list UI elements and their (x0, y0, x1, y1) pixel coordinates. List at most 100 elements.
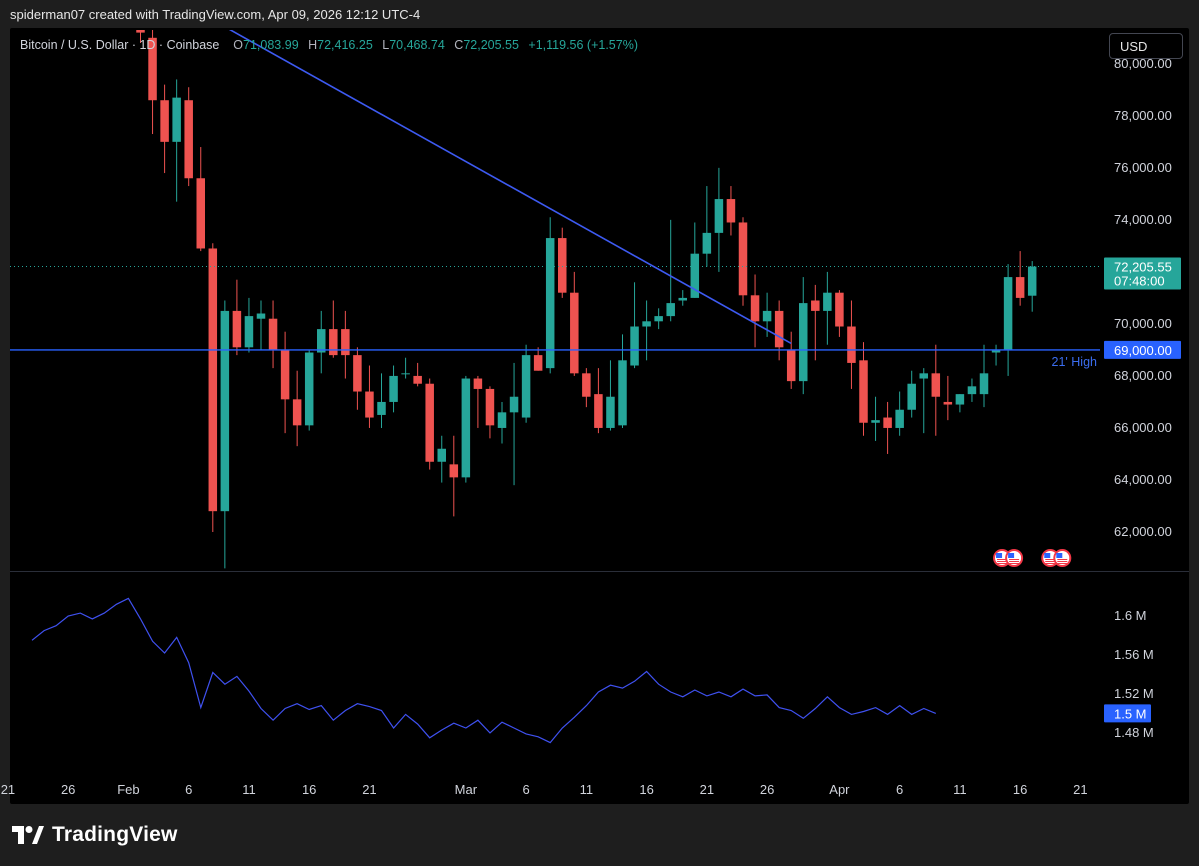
last-price-box (1104, 257, 1181, 290)
open-value: 71,083.99 (243, 38, 299, 52)
candle-up (618, 360, 627, 426)
time-tick-label: 26 (61, 782, 75, 797)
low-label: L (382, 38, 390, 52)
low-value: 70,468.74 (389, 38, 445, 52)
trendline (228, 30, 792, 345)
price-tick-label: 70,000.00 (1114, 316, 1172, 331)
candle-up (172, 97, 181, 142)
level-label: 69,000.00 (1114, 343, 1172, 358)
candle-up (244, 316, 254, 348)
candle-up (1027, 266, 1037, 296)
candle-up (799, 303, 808, 382)
time-tick-label: Mar (455, 782, 478, 797)
time-tick-label: 6 (522, 782, 529, 797)
last-price-label: 72,205.55 (1114, 260, 1172, 275)
price-axis: 80,000.0078,000.0076,000.0074,000.0072,0… (1114, 56, 1172, 539)
time-tick-label: 16 (1013, 782, 1027, 797)
candle-up (256, 313, 266, 319)
volume-tick-label: 1.56 M (1114, 647, 1154, 662)
volume-value-box (1104, 704, 1151, 723)
candle-down (208, 248, 218, 512)
candle-down (570, 292, 579, 374)
attribution-text: spiderman07 created with TradingView.com… (10, 7, 421, 22)
high-value: 72,416.25 (317, 38, 373, 52)
candle-down (943, 401, 953, 405)
candle-series (136, 30, 1037, 569)
candle-down (280, 349, 290, 400)
candle-down (485, 388, 495, 426)
time-tick-label: Feb (117, 782, 139, 797)
volume-value-label: 1.5 M (1114, 706, 1147, 721)
time-axis: 21 26 Feb 6 11 16 21 Mar 6 11 16 21 26 Apr 6 11 16 21 (1, 782, 1088, 797)
time-tick-label: 21 (1, 782, 15, 797)
candle-up (630, 326, 639, 366)
candle-down (232, 310, 242, 348)
candle-up (545, 238, 555, 369)
currency-button[interactable]: USD (1109, 33, 1183, 59)
time-tick-label: 16 (302, 782, 316, 797)
candle-down (292, 399, 302, 426)
candle-up (907, 383, 916, 410)
time-tick-label: 6 (185, 782, 192, 797)
time-tick-label: 11 (580, 782, 594, 797)
candle-up (871, 420, 880, 423)
us-flag-icon (1053, 549, 1072, 567)
high-label: H (308, 38, 318, 52)
candle-up (521, 355, 531, 418)
price-tick-label: 68,000.00 (1114, 368, 1172, 383)
volume-tick-label: 1.48 M (1114, 725, 1154, 740)
price-tick-label: 66,000.00 (1114, 420, 1172, 435)
candle-up (642, 321, 651, 327)
candle-up (690, 253, 700, 298)
symbol-name: Bitcoin / U.S. Dollar · 1D · Coinbase (20, 38, 220, 52)
candle-down (341, 329, 350, 356)
candle-up (823, 292, 832, 311)
candle-down (473, 378, 483, 389)
candle-down (883, 417, 892, 428)
time-tick-label: 21 (700, 782, 714, 797)
candle-up (377, 401, 386, 415)
candle-up (304, 352, 314, 426)
candle-down (353, 355, 362, 392)
candle-down (329, 329, 338, 356)
time-tick-label: 6 (896, 782, 903, 797)
time-tick-label: 26 (760, 782, 774, 797)
us-flag-icon (1005, 549, 1024, 567)
price-tick-label: 74,000.00 (1114, 212, 1172, 227)
candle-down (136, 30, 145, 33)
time-tick-label: 21 (1073, 782, 1087, 797)
candle-up (714, 199, 724, 233)
volume-tick-label: 1.52 M (1114, 686, 1154, 701)
candle-down (750, 295, 760, 322)
candle-down (425, 383, 434, 462)
volume-line (31, 597, 937, 744)
level-annotation: 21' High (1052, 355, 1098, 369)
candle-up (979, 373, 989, 395)
candle-up (606, 396, 615, 428)
candle-up (991, 349, 1001, 353)
event-markers (993, 549, 1072, 567)
change-value: +1,119.56 (+1.57%) (528, 38, 638, 52)
candle-up (220, 310, 230, 512)
candle-up (437, 448, 446, 462)
candle-up (389, 375, 398, 402)
candle-up (762, 310, 772, 322)
candle-up (497, 412, 507, 428)
price-tick-label: 80,000.00 (1114, 56, 1172, 71)
candle-up (461, 378, 471, 478)
brand-name: TradingView (52, 823, 178, 846)
volume-tick-label: 1.6 M (1114, 608, 1147, 623)
candle-up (666, 303, 675, 317)
candle-up (654, 316, 663, 322)
candle-up (919, 373, 928, 379)
candle-down (738, 222, 748, 296)
candle-up (509, 396, 519, 413)
open-label: O (233, 38, 244, 52)
candle-up (678, 297, 687, 301)
candle-down (931, 373, 941, 397)
time-tick-label: 11 (953, 782, 967, 797)
tradingview-logo-icon (12, 826, 44, 844)
candle-down (196, 178, 205, 249)
candle-up (702, 232, 712, 254)
